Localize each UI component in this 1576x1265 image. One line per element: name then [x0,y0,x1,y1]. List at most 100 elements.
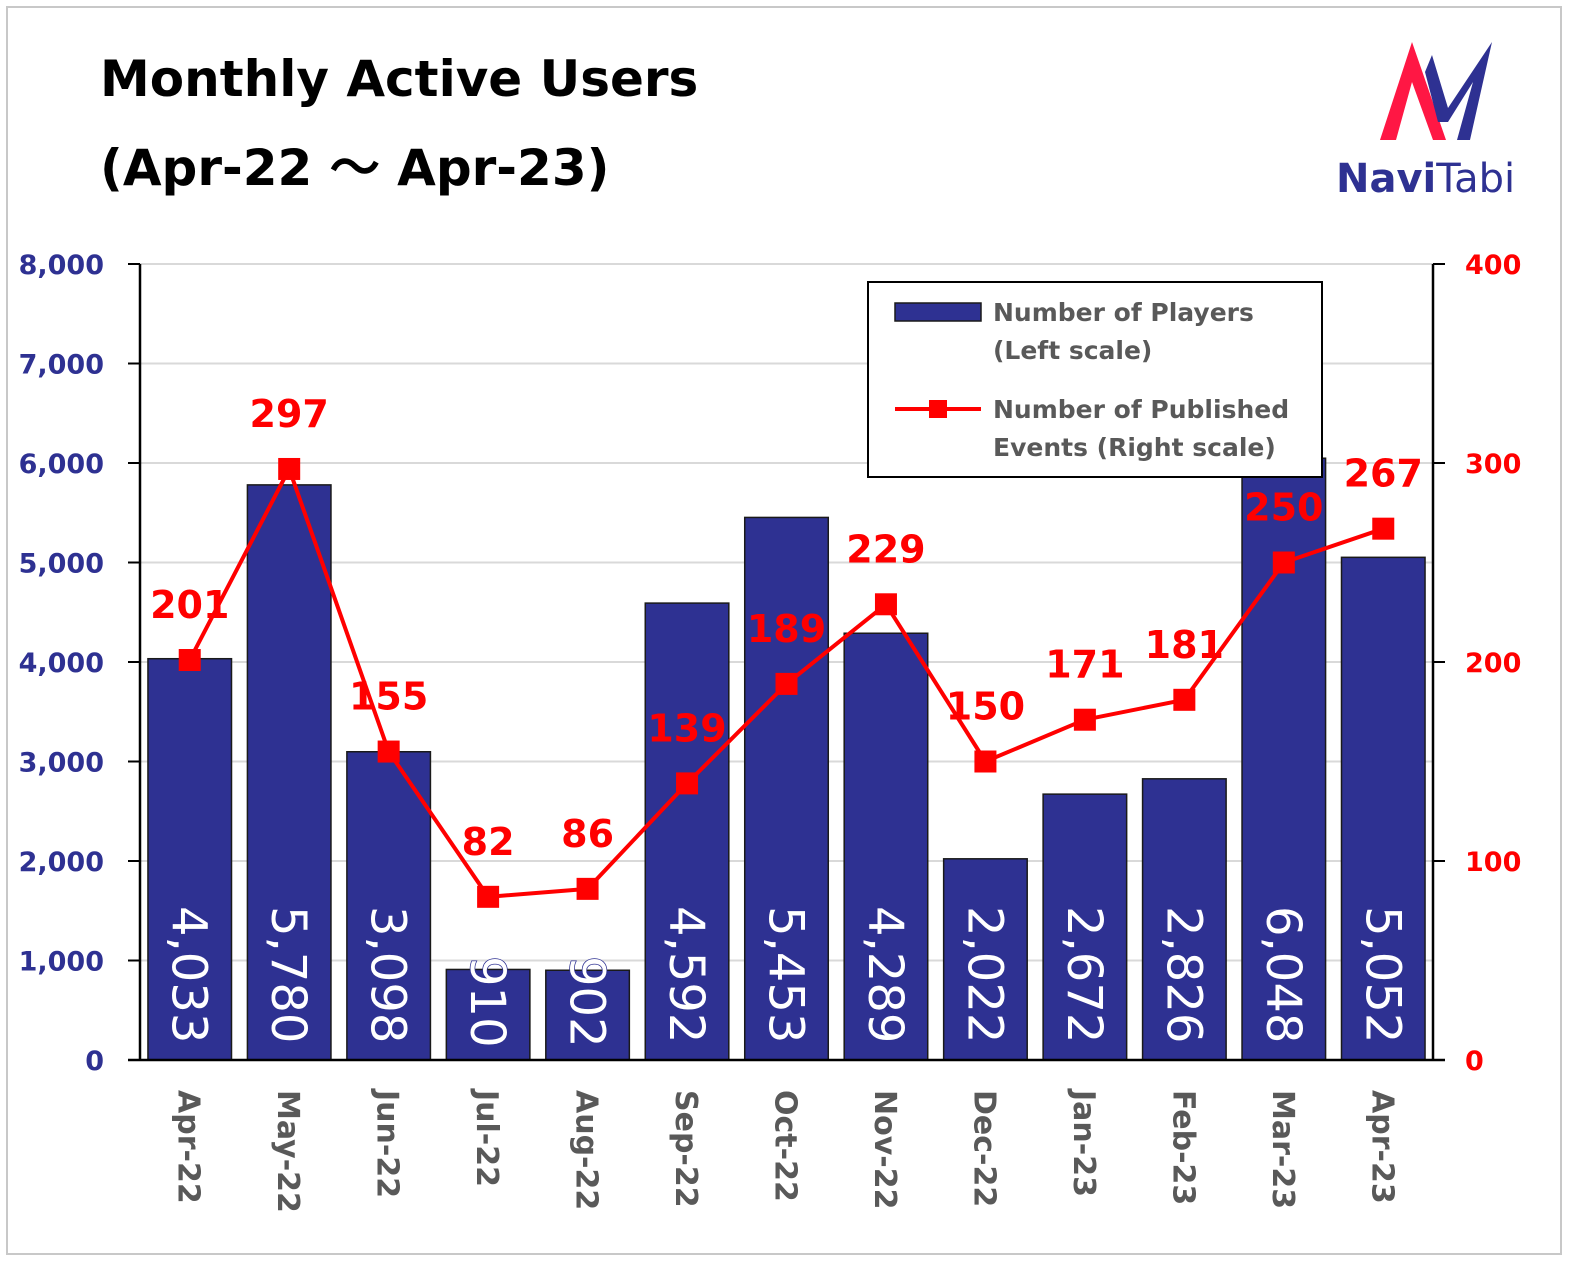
navitabi-logo: NaviTabi [1336,42,1515,202]
left-axis-tick-label: 3,000 [19,748,104,779]
line-value-label: 229 [846,527,925,571]
line-value-label: 155 [349,675,428,719]
category-label: Apr-23 [1364,1090,1399,1204]
legend-bar-swatch [894,302,982,322]
line-marker [1073,708,1096,731]
left-axis-tick-label: 6,000 [19,449,104,480]
line-value-label: 201 [150,583,229,627]
legend-players-line2: (Left scale) [993,336,1152,365]
line-value-label: 139 [647,706,726,750]
category-label: Jun-22 [370,1088,405,1198]
bar [545,969,631,1061]
line-marker [974,750,997,773]
logo-mark-navy [1425,42,1492,140]
line-marker [1173,688,1196,711]
legend-events-line2: Events (Right scale) [993,433,1276,462]
line-marker [775,672,798,695]
line-data-labels: 201 297 155 82 86 139 189 229 150 171 181 250 267 [150,392,1423,864]
bar-value-label: 2,022 [956,906,1012,1043]
line-marker [1272,551,1295,574]
bar-value-label: 6,048 [1255,906,1311,1043]
bar-value-label: 2,672 [1056,906,1112,1043]
bar [942,858,1028,1061]
legend-line-marker [929,400,947,418]
chart-title-line2: (Apr-22 ～ Apr-23) [100,139,609,197]
bar-value-label: 2,826 [1155,906,1211,1043]
line-marker [874,593,897,616]
line-value-label: 181 [1145,623,1224,667]
bar [1042,793,1128,1061]
line-value-label: 189 [747,607,826,651]
logo-text-bold: Navi [1336,156,1436,202]
left-axis-tick-label: 4,000 [19,648,104,679]
logo-text-regular: Tabi [1435,156,1515,202]
category-labels: Apr-22 May-22 Jun-22 Jul-22 Aug-22 Sep-22 Oct-… [171,1088,1400,1213]
line-value-label: 171 [1045,643,1124,687]
bar-value-label: 910 [459,956,515,1048]
bar-value-label: 902 [559,956,615,1048]
bar-value-label: 3,098 [360,906,416,1043]
right-axis-tick-label: 300 [1465,449,1521,480]
left-axis-tick-label: 5,000 [19,549,104,580]
line-value-label: 297 [250,392,329,436]
category-label: May-22 [270,1090,305,1213]
legend-box [867,281,1323,478]
right-axis-tick-label: 0 [1465,1046,1484,1077]
bar-data-labels: 4,033 5,780 3,098 910 902 4,592 5,453 4,289 2,02… [161,906,1411,1048]
right-axis-tick-label: 200 [1465,648,1521,679]
category-label: Nov-22 [867,1090,902,1209]
bar [445,968,531,1061]
category-label: Jul-22 [469,1088,504,1187]
category-label: Sep-22 [668,1090,703,1208]
logo-mark-red [1380,42,1446,140]
category-label: Aug-22 [569,1090,604,1210]
right-axis-ticks: 0 100 200 300 400 [1465,250,1521,1077]
bar [1141,778,1227,1061]
line-value-label: 86 [561,812,614,856]
line-marker [377,740,400,763]
axes [128,263,1445,1062]
left-axis-tick-label: 0 [85,1046,104,1077]
line-marker [1372,517,1395,540]
bar [743,516,830,1061]
line-marker [676,772,699,795]
bar [1340,556,1426,1061]
line-value-label: 250 [1244,486,1323,530]
category-label: Oct-22 [768,1090,803,1202]
bar-value-label: 4,592 [658,906,714,1043]
bar [843,632,929,1061]
right-axis-tick-label: 400 [1465,250,1521,281]
logo-text: NaviTabi [1336,156,1515,202]
line-marker [576,877,599,900]
category-label: Feb-23 [1165,1090,1200,1205]
legend-players-line1: Number of Players [993,298,1254,327]
bar-value-label: 4,289 [857,906,913,1043]
legend: Number of Players (Left scale) Number of… [867,281,1323,478]
line-value-label: 150 [946,685,1025,729]
bars [147,457,1426,1061]
left-axis-tick-label: 1,000 [19,947,104,978]
category-label: Dec-22 [966,1090,1001,1207]
line-marker [477,885,500,908]
bar-value-label: 5,780 [260,906,316,1043]
line-marker [178,649,201,672]
line-marker [278,457,301,480]
right-axis-tick-label: 100 [1465,847,1521,878]
events-line [178,457,1395,908]
chart-title-line1: Monthly Active Users [100,50,698,108]
left-axis-ticks: 0 1,000 2,000 3,000 4,000 5,000 6,000 7,000 8,00… [19,250,104,1077]
bar-value-label: 4,033 [161,906,217,1043]
category-label: Mar-23 [1265,1090,1300,1209]
bar-value-label: 5,052 [1354,906,1410,1043]
left-axis-tick-label: 8,000 [19,250,104,281]
line-value-label: 267 [1344,452,1423,496]
line-value-label: 82 [462,820,515,864]
left-axis-tick-label: 7,000 [19,350,104,381]
category-label: Jan-23 [1066,1088,1101,1197]
legend-events-line1: Number of Published [993,395,1289,424]
bar [246,484,332,1061]
left-axis-tick-label: 2,000 [19,847,104,878]
bar-value-label: 5,453 [758,906,814,1043]
category-label: Apr-22 [171,1090,206,1204]
